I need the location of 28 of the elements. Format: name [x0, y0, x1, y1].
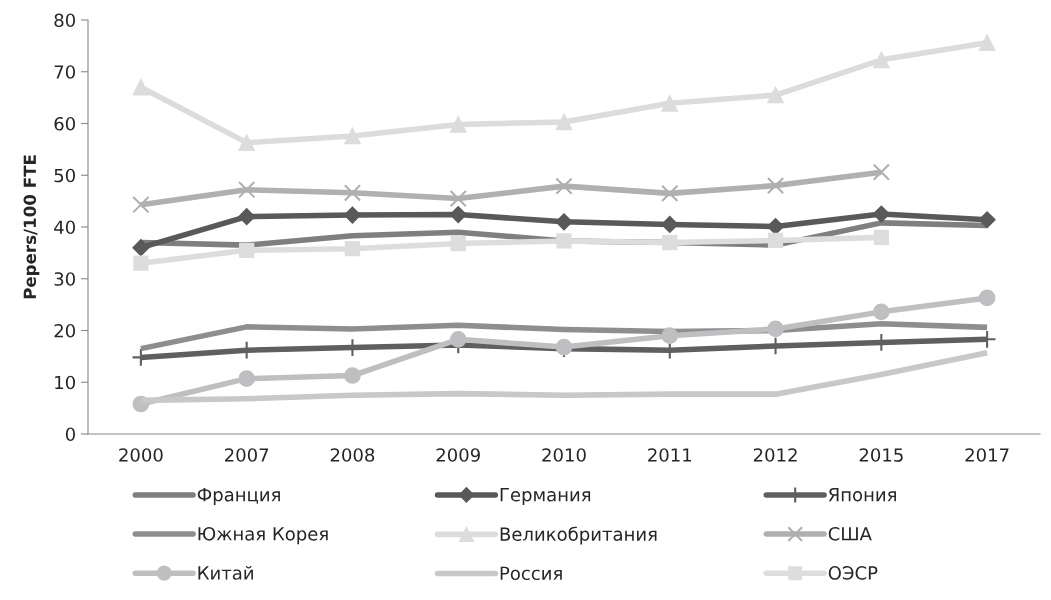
y-tick-label: 70: [54, 65, 75, 79]
legend-label: Великобритания: [500, 526, 657, 545]
y-axis-title: Pepers/100 FTE: [23, 155, 40, 299]
legend-label: ОЭСР: [828, 566, 878, 580]
x-tick-label: 2009: [436, 448, 480, 462]
x-tick-label: 2010: [542, 448, 586, 462]
y-tick-label: 20: [54, 323, 75, 338]
y-tick-label: 30: [54, 272, 75, 286]
legend-label: Россия: [500, 566, 562, 581]
legend-label: США: [828, 526, 872, 541]
x-tick-label: 2008: [330, 448, 375, 462]
x-tick-label: 2015: [859, 448, 903, 462]
x-tick-label: 2007: [225, 448, 269, 462]
legend-label: Япония: [828, 488, 896, 502]
x-tick-label: 2000: [119, 448, 163, 462]
y-tick-label: 40: [54, 220, 75, 235]
y-tick-label: 0: [65, 427, 75, 442]
legend-label: Германия: [500, 488, 591, 505]
x-tick-label: 2012: [753, 448, 797, 462]
y-tick-label: 10: [55, 375, 75, 390]
legend-label: Китай: [198, 565, 253, 580]
y-tick-label: 60: [54, 116, 75, 131]
x-tick-label: 2017: [965, 448, 1009, 462]
legend-label: Франция: [197, 488, 280, 505]
x-tick-label: 2011: [648, 448, 692, 462]
legend-label: Южная Корея: [198, 526, 328, 545]
y-tick-label: 80: [54, 13, 75, 28]
y-tick-label: 50: [54, 168, 75, 183]
